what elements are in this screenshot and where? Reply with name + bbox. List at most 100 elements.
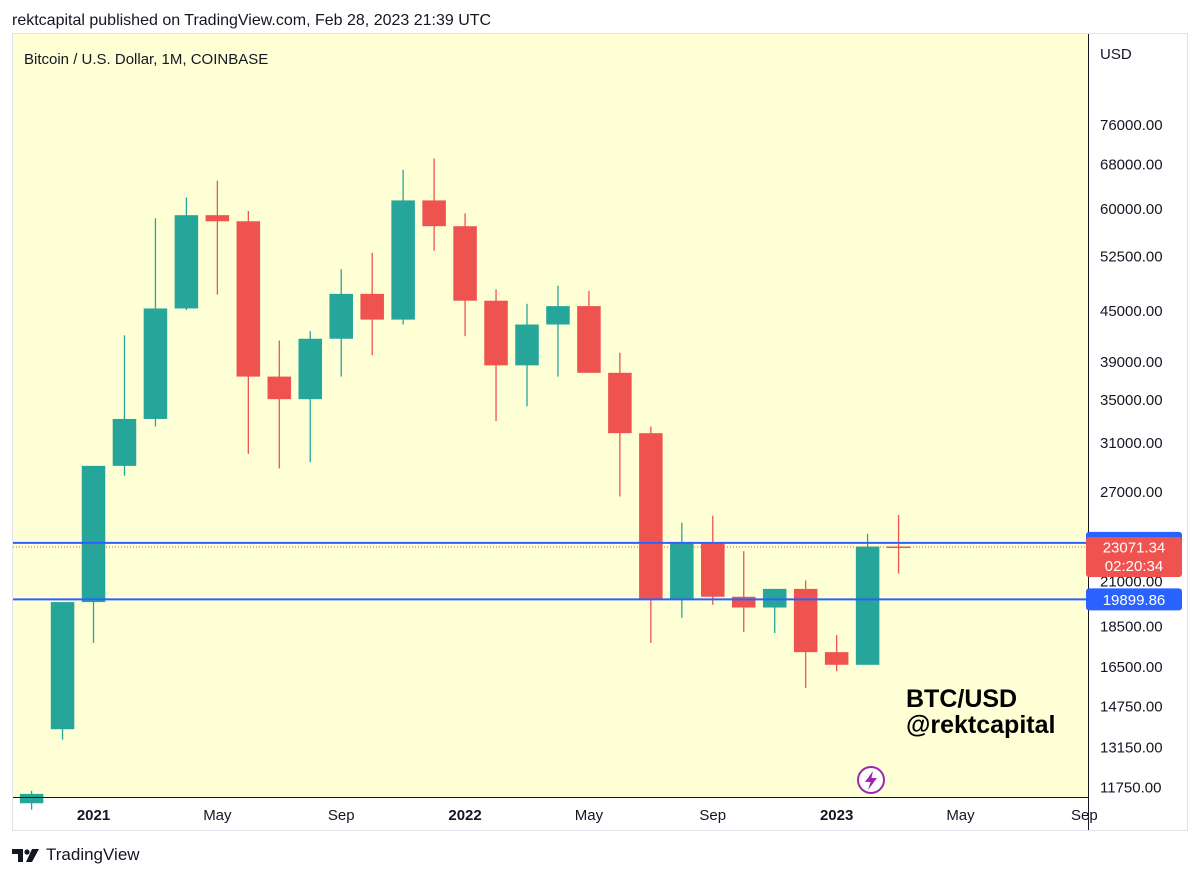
candle <box>422 158 446 251</box>
x-tick-label: 2023 <box>820 807 853 824</box>
x-tick-label: 2021 <box>77 807 110 824</box>
candle-body <box>824 652 849 665</box>
annotation-line1: BTC/USD <box>906 685 1017 713</box>
y-tick-label: 14750.00 <box>1100 699 1163 716</box>
candle <box>577 290 601 373</box>
candle-body <box>546 306 570 325</box>
candle-body <box>391 200 415 320</box>
price-axis-background[interactable] <box>1089 34 1188 797</box>
candle <box>762 588 787 634</box>
candle <box>236 210 261 454</box>
x-tick-label: 2022 <box>448 807 481 824</box>
y-tick-label: 76000.00 <box>1100 117 1163 134</box>
y-tick-label: 11750.00 <box>1100 779 1161 796</box>
annotation-line2: @rektcapital <box>906 711 1055 739</box>
candle-body <box>577 306 601 373</box>
x-tick-label: Sep <box>699 807 726 824</box>
candle-body <box>422 200 446 227</box>
y-tick-label: 27000.00 <box>1100 484 1163 501</box>
candle-body <box>762 588 787 608</box>
footer-brand: TradingView <box>12 844 140 866</box>
x-tick-labels: 2021 May Sep 2022 May Sep 2023 May Sep <box>77 807 1098 824</box>
candle-body <box>143 308 168 419</box>
chart-frame[interactable]: 76000.00 68000.00 60000.00 52500.00 45000.00… <box>12 33 1188 831</box>
candle <box>608 352 632 497</box>
candle <box>639 426 663 643</box>
lightning-icon[interactable] <box>857 766 885 794</box>
y-tick-label: 16500.00 <box>1100 659 1163 676</box>
candle-body <box>453 226 477 301</box>
levels-group <box>13 541 1089 601</box>
candle <box>329 269 353 377</box>
candle-body <box>793 588 818 653</box>
candle-body <box>81 465 106 603</box>
publish-header: rektcapital published on TradingView.com… <box>12 12 492 29</box>
y-tick-label: 13150.00 <box>1100 739 1163 756</box>
candles-group <box>19 158 911 810</box>
candle-body <box>329 293 353 339</box>
candle-body <box>298 338 323 400</box>
candle-body <box>855 546 880 665</box>
candle <box>701 515 725 605</box>
candle-body <box>19 793 44 804</box>
countdown-text: 02:20:34 <box>1105 558 1163 575</box>
y-tick-label: 21000.00 <box>1100 573 1163 590</box>
candle-body <box>484 300 508 366</box>
candle <box>298 331 323 463</box>
candle-body <box>639 433 663 600</box>
last-price-label: 23071.34 02:20:34 <box>1086 536 1182 577</box>
level-price-label-bg <box>1086 588 1182 611</box>
candle-body <box>701 543 725 597</box>
y-tick-label: 52500.00 <box>1100 248 1163 265</box>
level-price-text: 19899.86 <box>1103 592 1166 609</box>
x-tick-label: May <box>575 807 604 824</box>
y-tick-label: 35000.00 <box>1100 392 1163 409</box>
candle <box>453 213 477 337</box>
y-tick-label: 45000.00 <box>1100 303 1163 320</box>
y-tick-labels: 76000.00 68000.00 60000.00 52500.00 45000.00… <box>1100 117 1163 796</box>
level-price-label: 19899.86 <box>1086 588 1182 611</box>
candle <box>50 602 75 740</box>
footer-brand-label: TradingView <box>46 845 140 864</box>
y-tick-label: 18500.00 <box>1100 618 1163 635</box>
x-tick-label: Sep <box>1071 807 1098 824</box>
candle <box>143 218 168 427</box>
y-tick-label: 60000.00 <box>1100 201 1163 218</box>
candle-body <box>112 418 137 466</box>
candle <box>824 635 849 672</box>
plot-background <box>13 34 1089 797</box>
candle <box>81 465 106 643</box>
candle <box>267 340 292 469</box>
x-tick-label: May <box>203 807 232 824</box>
candle <box>360 252 384 356</box>
y-tick-label: 68000.00 <box>1100 157 1163 174</box>
candle <box>112 335 137 476</box>
candle <box>19 790 44 810</box>
candle-body <box>236 221 261 377</box>
candle <box>670 522 694 618</box>
candle <box>174 197 199 311</box>
candle <box>484 289 508 422</box>
candlestick-chart[interactable]: 76000.00 68000.00 60000.00 52500.00 45000.00… <box>12 33 1188 831</box>
time-axis-background[interactable] <box>13 797 1188 831</box>
y-axis-unit: USD <box>1100 46 1132 63</box>
last-price-label-bg <box>1086 536 1182 577</box>
candle-body <box>608 372 632 434</box>
candle <box>391 169 415 325</box>
last-price-text: 23071.34 <box>1103 539 1166 556</box>
y-tick-label: 31000.00 <box>1100 435 1163 452</box>
chart-title: Bitcoin / U.S. Dollar, 1M, COINBASE <box>24 51 268 68</box>
candle <box>546 285 570 377</box>
candle <box>205 180 230 295</box>
candle-body <box>205 215 230 222</box>
candle <box>731 551 756 633</box>
candle-body <box>670 543 694 600</box>
x-tick-label: May <box>946 807 975 824</box>
candle-body <box>174 215 199 309</box>
candle-body <box>360 293 384 320</box>
candle <box>793 580 818 689</box>
candle-body <box>515 324 539 366</box>
x-tick-label: Sep <box>328 807 355 824</box>
candle-body <box>50 602 75 730</box>
